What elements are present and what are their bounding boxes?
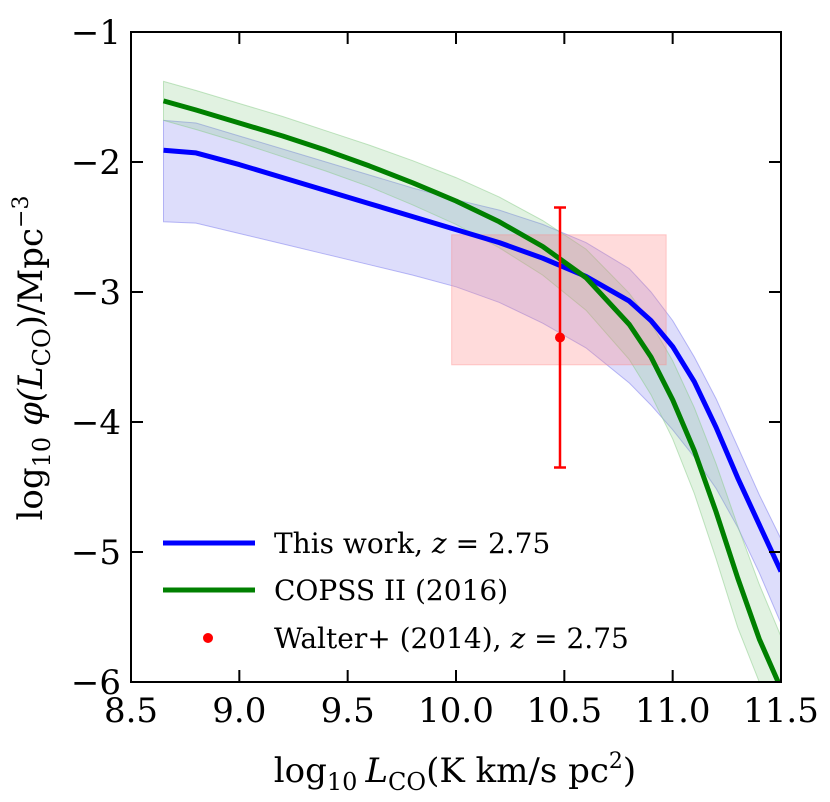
x-tick-label: 9.0	[212, 691, 266, 731]
x-tick-label: 8.5	[104, 691, 158, 731]
legend-label: COPSS II (2016)	[274, 574, 508, 607]
band-series-2	[163, 80, 781, 682]
x-axis-label: log10 LCO(K km/s pc2)	[274, 749, 636, 796]
y-axis-label: log10 φ(LCO)/Mpc−3	[9, 196, 56, 521]
confidence-bands	[163, 80, 781, 682]
legend: This work, z = 2.75 COPSS II (2016) Walter…	[163, 527, 629, 655]
legend-label: Walter+ (2014), z = 2.75	[274, 622, 629, 655]
line-series-1	[163, 147, 781, 573]
x-tick-label: 9.5	[321, 691, 375, 731]
x-tick-label: 10.0	[418, 691, 494, 731]
walter-data-point	[555, 332, 565, 343]
y-tick-labels: −1 −2 −3 −4 −5 −6	[71, 13, 121, 703]
x-tick-label: 10.5	[526, 691, 602, 731]
axis-ticks	[130, 31, 782, 683]
y-tick-label: −1	[71, 13, 121, 53]
y-tick-label: −5	[71, 533, 121, 573]
x-tick-labels: 8.5 9.0 9.5 10.0 10.5 11.0 11.5	[104, 691, 819, 731]
y-tick-label: −4	[71, 403, 121, 443]
band-series-1	[163, 119, 781, 624]
y-tick-label: −6	[71, 663, 121, 703]
data-points	[554, 206, 566, 469]
series-lines	[162, 98, 781, 682]
legend-swatch-dot	[203, 633, 213, 643]
line-series-2	[162, 98, 781, 682]
legend-label: This work, z = 2.75	[274, 527, 550, 560]
y-tick-label: −2	[71, 143, 121, 183]
x-tick-label: 11.5	[743, 691, 819, 731]
x-tick-label: 11.0	[635, 691, 711, 731]
y-tick-label: −3	[71, 273, 121, 313]
